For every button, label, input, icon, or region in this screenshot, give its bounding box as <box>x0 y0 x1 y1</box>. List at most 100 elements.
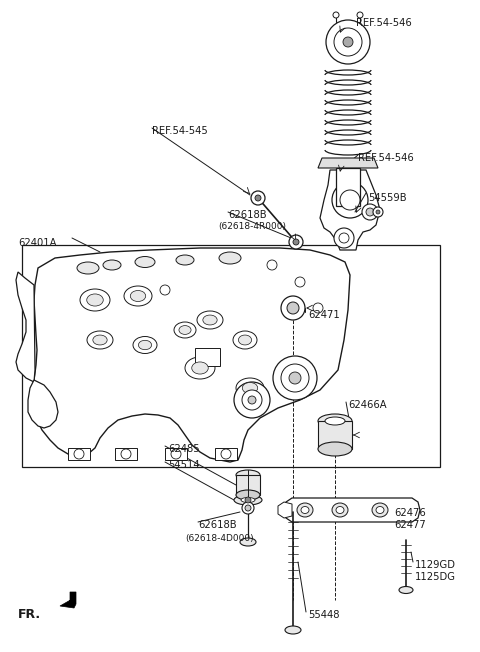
Polygon shape <box>284 498 420 522</box>
Ellipse shape <box>130 291 146 301</box>
Ellipse shape <box>135 256 155 267</box>
Circle shape <box>287 302 299 314</box>
Circle shape <box>362 204 378 220</box>
Text: 62485: 62485 <box>168 444 200 454</box>
Bar <box>318 421 352 449</box>
Ellipse shape <box>124 286 152 306</box>
Circle shape <box>255 195 261 201</box>
Ellipse shape <box>179 325 191 334</box>
Ellipse shape <box>133 336 157 353</box>
Circle shape <box>221 449 231 459</box>
Circle shape <box>313 303 323 313</box>
Ellipse shape <box>185 357 215 379</box>
Ellipse shape <box>372 503 388 517</box>
Text: FR.: FR. <box>18 608 41 621</box>
Ellipse shape <box>87 294 103 306</box>
Ellipse shape <box>176 255 194 265</box>
Text: 55448: 55448 <box>308 610 339 620</box>
Circle shape <box>295 277 305 287</box>
Circle shape <box>343 37 353 47</box>
Circle shape <box>333 12 339 18</box>
Ellipse shape <box>285 626 301 634</box>
Text: (62618-4R000): (62618-4R000) <box>218 222 286 231</box>
Circle shape <box>293 239 299 245</box>
Circle shape <box>357 12 363 18</box>
Text: 62618B: 62618B <box>228 210 266 220</box>
Ellipse shape <box>236 470 260 480</box>
Ellipse shape <box>297 503 313 517</box>
Bar <box>215 448 237 460</box>
Circle shape <box>376 210 380 214</box>
Polygon shape <box>60 592 76 608</box>
Circle shape <box>366 208 374 216</box>
Circle shape <box>273 356 317 400</box>
Text: REF.54-546: REF.54-546 <box>358 153 414 163</box>
Ellipse shape <box>197 311 223 329</box>
Polygon shape <box>318 158 378 168</box>
Circle shape <box>289 235 303 249</box>
Ellipse shape <box>103 260 121 270</box>
Ellipse shape <box>399 587 413 593</box>
Ellipse shape <box>80 289 110 311</box>
Ellipse shape <box>376 507 384 514</box>
Text: 62476: 62476 <box>394 508 426 518</box>
Text: 54514: 54514 <box>168 460 200 470</box>
Ellipse shape <box>174 322 196 338</box>
Circle shape <box>242 390 262 410</box>
Text: 62401A: 62401A <box>18 238 57 248</box>
Text: 1129GD: 1129GD <box>415 560 456 570</box>
Polygon shape <box>33 248 350 462</box>
Ellipse shape <box>240 538 256 546</box>
Circle shape <box>121 449 131 459</box>
Circle shape <box>234 382 270 418</box>
Text: REF.54-546: REF.54-546 <box>356 18 412 28</box>
Circle shape <box>289 372 301 384</box>
Circle shape <box>242 502 254 514</box>
Text: 1125DG: 1125DG <box>415 572 456 582</box>
Polygon shape <box>320 170 380 250</box>
Circle shape <box>160 285 170 295</box>
Circle shape <box>326 20 370 64</box>
Circle shape <box>339 233 349 243</box>
Circle shape <box>251 191 265 205</box>
Ellipse shape <box>241 497 255 503</box>
Polygon shape <box>16 272 35 382</box>
Circle shape <box>267 260 277 270</box>
Bar <box>195 348 220 366</box>
Bar <box>336 168 360 206</box>
Ellipse shape <box>192 362 208 374</box>
Text: (62618-4D000): (62618-4D000) <box>185 534 253 543</box>
Bar <box>68 448 90 460</box>
Ellipse shape <box>325 417 345 425</box>
Ellipse shape <box>242 383 258 394</box>
Ellipse shape <box>87 331 113 349</box>
Ellipse shape <box>233 331 257 349</box>
Polygon shape <box>278 502 292 518</box>
Circle shape <box>281 364 309 392</box>
Circle shape <box>340 190 360 210</box>
Ellipse shape <box>236 378 264 398</box>
Ellipse shape <box>138 340 152 349</box>
Ellipse shape <box>318 442 352 456</box>
Circle shape <box>332 182 368 218</box>
Text: 62618B: 62618B <box>198 520 237 530</box>
Ellipse shape <box>236 490 260 500</box>
Ellipse shape <box>301 507 309 514</box>
Circle shape <box>334 228 354 248</box>
Ellipse shape <box>332 503 348 517</box>
Bar <box>165 448 187 460</box>
Ellipse shape <box>239 335 252 345</box>
Circle shape <box>334 28 362 56</box>
Circle shape <box>74 449 84 459</box>
Bar <box>115 448 137 460</box>
Circle shape <box>245 505 251 511</box>
Ellipse shape <box>93 335 107 345</box>
Text: 54559B: 54559B <box>368 193 407 203</box>
Text: 62471: 62471 <box>308 310 340 320</box>
Ellipse shape <box>318 414 352 428</box>
Circle shape <box>281 296 305 320</box>
Ellipse shape <box>203 315 217 325</box>
Ellipse shape <box>336 507 344 514</box>
Text: REF.54-545: REF.54-545 <box>152 126 208 136</box>
Bar <box>236 475 260 495</box>
